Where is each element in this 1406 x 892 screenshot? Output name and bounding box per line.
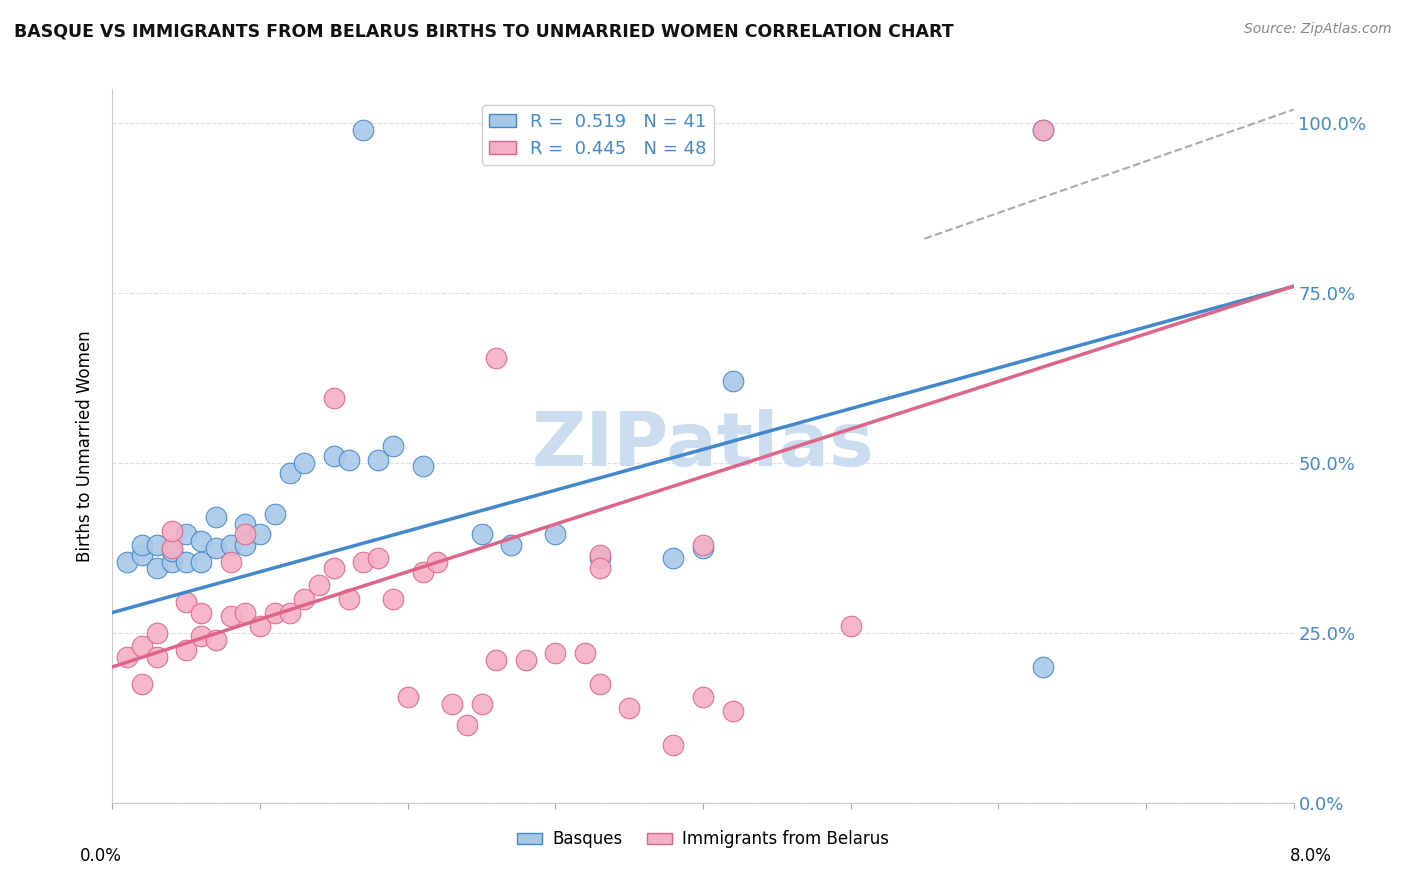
Point [190, 555, 212, 569]
Point [456, 717, 478, 731]
Text: ZIPatlas: ZIPatlas [531, 409, 875, 483]
Point [426, 555, 449, 569]
Point [146, 626, 169, 640]
Point [382, 439, 405, 453]
Point [485, 653, 508, 667]
Point [471, 698, 494, 712]
Legend: Basques, Immigrants from Belarus: Basques, Immigrants from Belarus [510, 824, 896, 855]
Point [588, 677, 610, 691]
Point [1032, 123, 1054, 137]
Point [544, 527, 567, 541]
Point [233, 537, 256, 551]
Point [160, 524, 183, 538]
Point [117, 649, 138, 664]
Point [205, 632, 228, 647]
Text: 8.0%: 8.0% [1289, 847, 1331, 865]
Point [721, 704, 744, 718]
Point [131, 640, 153, 654]
Point [205, 541, 228, 555]
Point [160, 555, 183, 569]
Text: Source: ZipAtlas.com: Source: ZipAtlas.com [1244, 22, 1392, 37]
Y-axis label: Births to Unmarried Women: Births to Unmarried Women [76, 330, 94, 562]
Point [190, 629, 212, 643]
Point [308, 578, 330, 592]
Point [323, 561, 346, 575]
Point [662, 738, 685, 752]
Point [219, 537, 242, 551]
Point [485, 351, 508, 365]
Point [292, 456, 315, 470]
Point [412, 565, 434, 579]
Point [160, 544, 183, 558]
Point [264, 606, 287, 620]
Point [174, 643, 197, 657]
Point [337, 452, 360, 467]
Point [131, 548, 153, 562]
Point [323, 392, 346, 406]
Point [619, 700, 641, 714]
Point [278, 606, 301, 620]
Point [249, 619, 271, 633]
Point [174, 555, 197, 569]
Text: 0.0%: 0.0% [80, 847, 122, 865]
Point [146, 561, 169, 575]
Point [233, 606, 256, 620]
Point [160, 541, 183, 555]
Point [117, 555, 138, 569]
Point [588, 551, 610, 566]
Point [382, 591, 405, 606]
Point [396, 690, 419, 705]
Point [146, 537, 169, 551]
Point [352, 123, 374, 137]
Point [278, 466, 301, 480]
Point [233, 517, 256, 532]
Point [174, 527, 197, 541]
Point [264, 507, 287, 521]
Point [692, 690, 714, 705]
Point [190, 534, 212, 549]
Point [574, 646, 596, 660]
Point [190, 606, 212, 620]
Point [292, 591, 315, 606]
Point [1032, 660, 1054, 674]
Point [131, 677, 153, 691]
Point [721, 375, 744, 389]
Point [471, 527, 494, 541]
Point [219, 608, 242, 623]
Point [692, 541, 714, 555]
Point [662, 551, 685, 566]
Text: BASQUE VS IMMIGRANTS FROM BELARUS BIRTHS TO UNMARRIED WOMEN CORRELATION CHART: BASQUE VS IMMIGRANTS FROM BELARUS BIRTHS… [14, 22, 953, 40]
Point [412, 459, 434, 474]
Point [515, 653, 537, 667]
Point [441, 698, 464, 712]
Point [352, 555, 374, 569]
Point [205, 510, 228, 524]
Point [367, 452, 389, 467]
Point [131, 537, 153, 551]
Point [501, 537, 523, 551]
Point [174, 595, 197, 609]
Point [249, 527, 271, 541]
Point [337, 591, 360, 606]
Point [544, 646, 567, 660]
Point [323, 449, 346, 463]
Point [588, 561, 610, 575]
Point [1032, 123, 1054, 137]
Point [146, 649, 169, 664]
Point [588, 548, 610, 562]
Point [367, 551, 389, 566]
Point [219, 555, 242, 569]
Point [839, 619, 862, 633]
Point [692, 537, 714, 551]
Point [233, 527, 256, 541]
